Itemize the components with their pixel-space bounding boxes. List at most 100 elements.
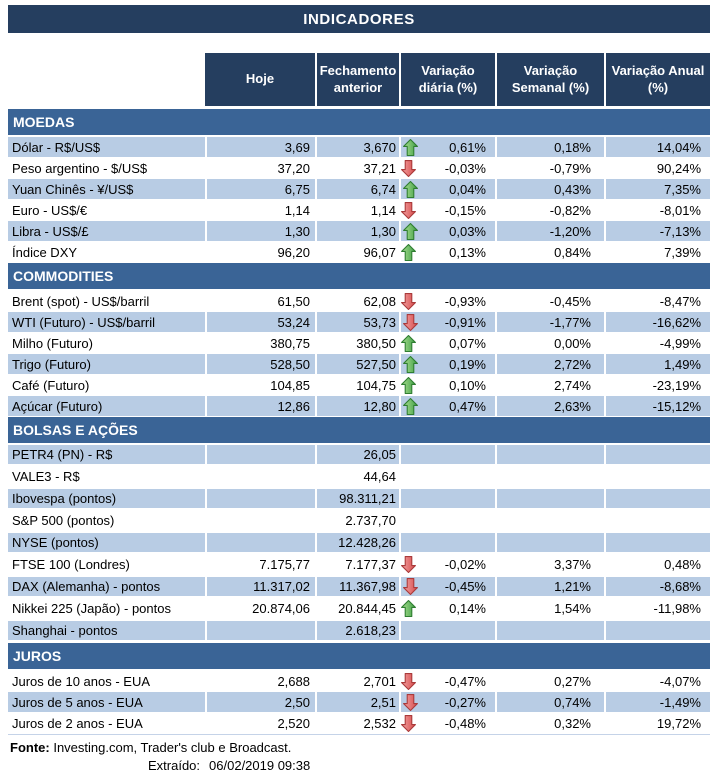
variacao-diaria-value: -0,03% [444, 160, 486, 176]
cell-variacao-diaria: -0,93% [399, 291, 495, 311]
cell-hoje: 96,20 [277, 244, 310, 260]
section: JUROS Juros de 10 anos - EUA 2,688 2,701 -0,… [8, 643, 710, 734]
cell-variacao-anual: 14,04% [604, 137, 710, 157]
trend-down-icon [403, 693, 419, 711]
row-label: S&P 500 (pontos) [12, 513, 115, 528]
table-row: FTSE 100 (Londres) 7.175,77 7.177,37 -0,02%… [8, 555, 710, 574]
row-label: Trigo (Futuro) [12, 356, 91, 372]
row-label: Juros de 2 anos - EUA [12, 715, 143, 731]
trend-up-icon [403, 222, 419, 240]
cell-variacao-diaria: 0,19% [399, 354, 495, 374]
row-label: Yuan Chinês - ¥/US$ [12, 181, 134, 197]
cell-fechamento-anterior: 6,74 [315, 179, 399, 199]
column-header-variacao-anual: Variação Anual (%) [604, 53, 710, 106]
cell-variacao-semanal [495, 445, 604, 464]
cell-hoje: 53,24 [205, 312, 315, 332]
cell-fechamento-anterior: 104,75 [356, 377, 396, 393]
cell-variacao-anual: 19,72% [656, 715, 701, 731]
row-label: NYSE (pontos) [12, 535, 99, 550]
cell-fechamento-anterior: 3,670 [315, 137, 399, 157]
cell-fechamento-anterior: 37,21 [363, 160, 396, 176]
cell-fechamento-anterior: 7.177,37 [345, 557, 396, 572]
cell-variacao-anual: -8,47% [659, 293, 701, 309]
cell-hoje [205, 533, 315, 552]
cell-variacao-anual: -1,49% [604, 692, 710, 712]
column-header-hoje: Hoje [205, 53, 315, 106]
table-row: Peso argentino - $/US$ 37,20 37,21 -0,03% -0… [8, 158, 710, 179]
row-label: DAX (Alemanha) - pontos [12, 579, 161, 594]
table-row: Juros de 5 anos - EUA 2,50 2,51 -0,27% 0,74%… [8, 692, 710, 713]
row-label: Açúcar (Futuro) [12, 398, 103, 414]
table-row: Euro - US$/€ 1,14 1,14 -0,15% -0,82% -8,01% [8, 200, 710, 221]
row-label: Euro - US$/€ [12, 202, 88, 218]
variacao-diaria-value: -0,93% [444, 293, 486, 309]
trend-down-icon [403, 578, 419, 595]
cell-variacao-semanal [495, 511, 604, 530]
cell-variacao-anual: -15,12% [604, 396, 710, 416]
cell-variacao-semanal: 2,63% [495, 396, 604, 416]
cell-hoje: 1,30 [205, 221, 315, 241]
source-line: Fonte: Investing.com, Trader's club e Br… [8, 740, 710, 755]
cell-hoje: 2,688 [277, 673, 310, 689]
cell-variacao-semanal: 0,32% [554, 715, 591, 731]
cell-fechamento-anterior: 380,50 [356, 335, 396, 351]
cell-variacao-semanal [495, 467, 604, 486]
section-header: BOLSAS E AÇÕES [8, 417, 710, 443]
trend-down-icon [401, 672, 417, 690]
cell-variacao-semanal: 0,18% [495, 137, 604, 157]
table-row: Café (Futuro) 104,85 104,75 0,10% 2,74% -23,1… [8, 375, 710, 396]
cell-fechamento-anterior: 20.844,45 [338, 601, 396, 616]
cell-hoje: 7.175,77 [259, 557, 310, 572]
cell-variacao-diaria: -0,47% [399, 671, 495, 691]
cell-variacao-semanal: 0,43% [495, 179, 604, 199]
variacao-diaria-value: 0,61% [449, 139, 486, 155]
table-row: Nikkei 225 (Japão) - pontos 20.874,06 20.8… [8, 599, 710, 618]
row-label: Café (Futuro) [12, 377, 90, 393]
table-row: Juros de 10 anos - EUA 2,688 2,701 -0,47% 0,… [8, 671, 710, 692]
trend-none [401, 468, 417, 485]
cell-variacao-anual: -16,62% [604, 312, 710, 332]
extracted-value: 06/02/2019 09:38 [209, 758, 311, 773]
cell-hoje: 20.874,06 [252, 601, 310, 616]
trend-none [403, 446, 419, 463]
row-label: Shanghai - pontos [12, 623, 118, 638]
cell-fechamento-anterior: 53,73 [315, 312, 399, 332]
cell-variacao-diaria: 0,13% [399, 242, 495, 262]
trend-up-icon [401, 334, 417, 352]
row-label: Juros de 10 anos - EUA [12, 673, 151, 689]
cell-hoje [205, 511, 315, 530]
table-body: MOEDAS Dólar - R$/US$ 3,69 3,670 0,61% 0,18% 1… [8, 109, 710, 735]
cell-fechamento-anterior: 11.367,98 [315, 577, 399, 596]
cell-variacao-diaria: 0,04% [399, 179, 495, 199]
cell-hoje: 6,75 [205, 179, 315, 199]
cell-fechamento-anterior: 2,51 [315, 692, 399, 712]
row-label: Libra - US$/£ [12, 223, 89, 239]
cell-variacao-diaria: 0,03% [399, 221, 495, 241]
variacao-diaria-value: -0,48% [444, 715, 486, 731]
cell-variacao-diaria [399, 533, 495, 552]
cell-fechamento-anterior: 96,07 [363, 244, 396, 260]
extracted-line: Extraído: 06/02/2019 09:38 [8, 758, 710, 773]
row-label: Dólar - R$/US$ [12, 139, 101, 155]
trend-up-icon [401, 243, 417, 261]
table-row: DAX (Alemanha) - pontos 11.317,02 11.367,9… [8, 577, 710, 596]
table-row: Índice DXY 96,20 96,07 0,13% 0,84% 7,39% [8, 242, 710, 263]
cell-variacao-diaria: 0,14% [399, 599, 495, 618]
cell-variacao-semanal: 0,00% [554, 335, 591, 351]
column-header-fechamento-anterior: Fechamento anterior [315, 53, 399, 106]
cell-hoje: 2,50 [205, 692, 315, 712]
trend-up-icon [401, 600, 417, 617]
cell-variacao-anual: 1,49% [604, 354, 710, 374]
cell-variacao-anual: -7,13% [604, 221, 710, 241]
cell-hoje: 61,50 [277, 293, 310, 309]
trend-down-icon [403, 313, 419, 331]
section: COMMODITIES Brent (spot) - US$/barril 61,5… [8, 263, 710, 417]
cell-variacao-semanal: 2,72% [495, 354, 604, 374]
cell-variacao-diaria [399, 445, 495, 464]
table-row: Ibovespa (pontos) 98.311,21 [8, 489, 710, 508]
cell-variacao-semanal [495, 489, 604, 508]
variacao-diaria-value: 0,47% [449, 398, 486, 414]
cell-hoje: 528,50 [205, 354, 315, 374]
cell-variacao-semanal [495, 621, 604, 640]
